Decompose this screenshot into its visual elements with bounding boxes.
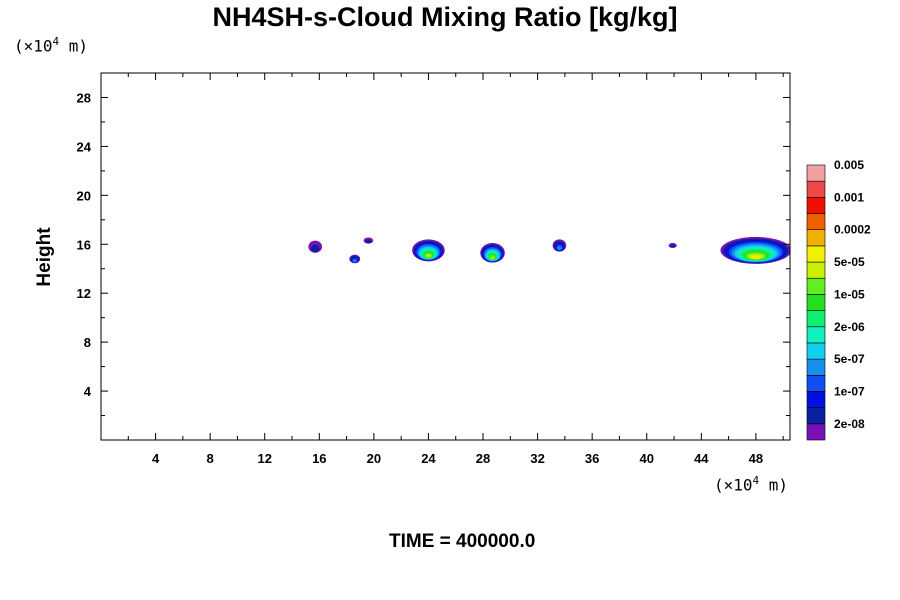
x-tick-label: 32: [530, 451, 544, 466]
colorbar-swatch: [806, 358, 826, 376]
x-unit-exponent: 4: [752, 474, 760, 487]
x-tick-label: 24: [421, 451, 436, 466]
colorbar-swatch: [806, 326, 826, 344]
colorbar-label: 5e-05: [834, 255, 865, 269]
colorbar-swatch: [806, 310, 826, 328]
contour-level: [353, 259, 357, 263]
x-tick-label: 4: [152, 451, 160, 466]
colorbar-swatch: [806, 213, 826, 231]
x-tick-label: 8: [207, 451, 214, 466]
x-axis-unit: (×104 m): [714, 474, 788, 494]
contour-level: [490, 256, 495, 260]
y-unit-prefix: (×10: [14, 36, 53, 56]
colorbar-swatch: [806, 229, 826, 247]
contour-level: [670, 244, 676, 248]
chart-title: NH4SH-s-Cloud Mixing Ratio [kg/kg]: [212, 2, 678, 32]
contour-level: [311, 244, 320, 253]
colorbar-swatch: [806, 277, 826, 295]
y-tick-label: 24: [77, 139, 92, 154]
y-tick-label: 12: [77, 286, 91, 301]
time-label: TIME = 400000.0: [389, 531, 536, 552]
colorbar-swatch: [806, 294, 826, 311]
colorbar-label: 2e-08: [834, 417, 865, 431]
colorbar-swatch: [806, 164, 826, 182]
colorbar-swatch: [806, 245, 826, 263]
cloud-cell: [480, 243, 505, 263]
plot-frame: [100, 72, 791, 441]
y-axis-label: Height: [34, 227, 55, 287]
y-tick-label: 8: [84, 335, 91, 350]
x-tick-label: 48: [749, 451, 763, 466]
colorbar-label: 1e-07: [834, 384, 865, 398]
cloud-cell: [363, 237, 374, 244]
x-tick-label: 28: [476, 451, 490, 466]
colorbar-label: 1e-05: [834, 287, 865, 301]
contour-level: [751, 255, 761, 259]
x-tick-label: 16: [312, 451, 326, 466]
y-tick-label: 16: [77, 237, 91, 252]
cloud-cell: [720, 236, 790, 264]
contour-level: [365, 239, 372, 244]
colorbar: 2e-08 1e-07 5e-07 2e-06 1e-05 5e-05 0.0002 0.00…: [806, 158, 871, 441]
colorbar-label: 2e-06: [834, 320, 865, 334]
colorbar-swatch: [806, 197, 826, 214]
y-unit-exponent: 4: [52, 35, 60, 48]
contour-layer: [308, 236, 790, 264]
cloud-cell: [412, 239, 445, 262]
x-tick-label: 44: [694, 451, 709, 466]
x-tick-label: 12: [257, 451, 271, 466]
y-tick-label: 4: [84, 384, 92, 399]
x-tick-label: 40: [640, 451, 654, 466]
cloud-cell: [308, 240, 323, 253]
y-tick-label: 28: [77, 90, 91, 105]
colorbar-swatch: [806, 342, 826, 360]
cloud-cell: [349, 254, 361, 264]
cloud-cell: [668, 243, 677, 248]
y-unit-suffix: m): [59, 36, 89, 56]
contour-level: [557, 246, 562, 250]
y-tick-label: 20: [77, 188, 91, 203]
colorbar-swatch: [806, 391, 826, 408]
colorbar-swatch: [806, 407, 826, 425]
y-axis-unit: (×104 m): [14, 35, 88, 55]
x-tick-label: 36: [585, 451, 599, 466]
x-tick-label: 20: [367, 451, 381, 466]
colorbar-label: 0.005: [834, 158, 864, 172]
colorbar-label: 0.001: [834, 190, 864, 204]
colorbar-swatch: [806, 423, 826, 441]
colorbar-swatch: [806, 180, 826, 198]
x-unit-suffix: m): [759, 475, 789, 495]
colorbar-swatch: [806, 261, 826, 279]
colorbar-label: 0.0002: [834, 223, 871, 237]
contour-level: [426, 254, 431, 258]
colorbar-label: 5e-07: [834, 352, 865, 366]
colorbar-swatch: [806, 374, 826, 392]
cloud-cell: [552, 239, 567, 252]
x-unit-prefix: (×10: [714, 475, 753, 495]
